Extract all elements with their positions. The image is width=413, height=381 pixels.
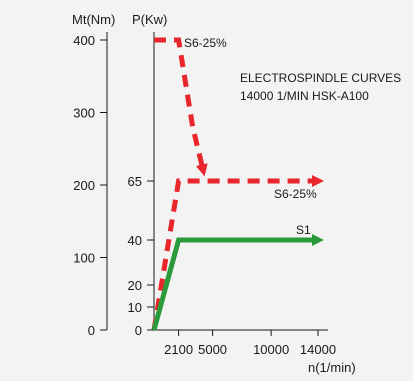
series-line-0 [154,37,206,172]
series-label-s6-power: S6-25% [274,187,317,201]
series-arrow-0 [195,163,208,177]
power-tick-label: 65 [128,174,142,189]
power-tick-label: 10 [128,300,142,315]
series-label-s1: S1 [296,223,311,237]
title-line-2: 14000 1/MIN HSK-A100 [240,89,369,103]
power-tick-label: 0 [135,323,142,338]
series-arrow-1 [312,175,324,187]
x-tick-label: 10000 [253,342,289,357]
axes-layer: 0 100 200 300 400 0 10 20 40 65 2100 5000 10000 14000 [73,32,336,357]
x-tick-label: 5000 [198,342,227,357]
series-layer [151,37,324,331]
torque-tick-label: 400 [73,33,95,48]
series-line-2 [151,237,318,331]
power-tick-label: 20 [128,278,142,293]
series-label-s6-torque: S6-25% [184,36,227,50]
torque-tick-label: 0 [88,323,95,338]
x-axis-label: n(1/min) [308,360,356,375]
x-tick-label: 2100 [164,342,193,357]
torque-axis-label: Mt(Nm) [72,12,115,27]
title-line-1: ELECTROSPINDLE CURVES [240,71,401,85]
torque-tick-label: 300 [73,106,95,121]
torque-tick-label: 100 [73,251,95,266]
power-tick-label: 40 [128,233,142,248]
torque-tick-label: 200 [73,178,95,193]
series-line-1 [151,178,318,331]
power-axis-label: P(Kw) [132,12,167,27]
series-arrow-2 [312,234,324,246]
x-tick-label: 14000 [300,342,336,357]
